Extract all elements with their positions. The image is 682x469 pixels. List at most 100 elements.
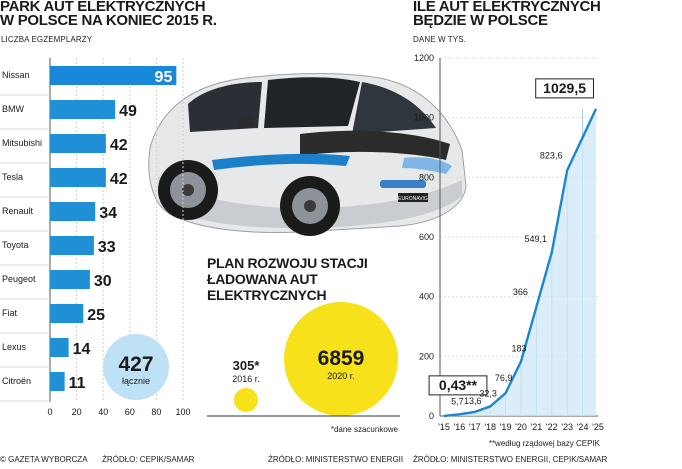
bar-value-label: 14 bbox=[73, 341, 91, 358]
bar bbox=[50, 372, 65, 391]
area-point-label: 823,6 bbox=[540, 150, 563, 160]
area-y-tick-label: 600 bbox=[419, 232, 434, 242]
bar-category-label: Fiat bbox=[2, 308, 18, 318]
bar-value-label: 30 bbox=[94, 273, 112, 290]
bar-x-tick-label: 20 bbox=[72, 407, 82, 417]
bar bbox=[50, 168, 106, 187]
bar-x-tick-label: 100 bbox=[175, 407, 190, 417]
area-point-label: 5,7 bbox=[451, 396, 464, 406]
right-chart-title-line1: ILE AUT ELEKTRYCZNYCH bbox=[413, 0, 601, 15]
bar bbox=[50, 100, 116, 119]
bar-value-label: 25 bbox=[87, 307, 105, 324]
area-fill bbox=[444, 108, 596, 417]
bubble-year-label: 2020 r. bbox=[327, 371, 355, 381]
charging-bubble bbox=[233, 387, 259, 412]
left-chart-title: PARK AUT ELEKTRYCZNYCH W POLSCE NA KONIE… bbox=[0, 0, 217, 28]
bar-category-label: BMW bbox=[2, 104, 25, 114]
left-chart-subtitle: LICZBA EGZEMPLARZY bbox=[1, 35, 93, 44]
bar-chart-bars: Nissan 95 BMW 49 Mitsubishi 42 Tesla 42 Renault 3… bbox=[2, 66, 177, 392]
area-y-tick-label: 1000 bbox=[414, 113, 434, 123]
area-point-label: 76,9 bbox=[495, 373, 513, 383]
area-point-label: 1029,5 bbox=[543, 80, 586, 96]
area-y-tick-label: 400 bbox=[419, 292, 434, 302]
bar-value-label: 42 bbox=[110, 171, 128, 188]
bar bbox=[50, 134, 106, 153]
right-footnote: **według rządowej bazy CEPIK bbox=[489, 439, 601, 448]
area-point-label: 183 bbox=[511, 343, 526, 353]
bar-x-tick-label: 60 bbox=[125, 407, 135, 417]
area-y-tick-label: 1200 bbox=[414, 53, 434, 63]
middle-title-line3: ELEKTRYCZNYCH bbox=[207, 287, 327, 303]
middle-title-line2: ŁADOWANA AUT bbox=[207, 271, 318, 287]
area-x-tick-label: '18 bbox=[484, 422, 496, 432]
footer-source-left: ŹRÓDŁO: CEPIK/SAMAR bbox=[102, 455, 195, 464]
area-point-label: 13,6 bbox=[464, 396, 482, 406]
bar-category-label: Renault bbox=[2, 206, 34, 216]
bar-x-tick-label: 40 bbox=[98, 407, 108, 417]
bar-x-tick-label: 80 bbox=[151, 407, 161, 417]
bar bbox=[50, 66, 177, 85]
footer-brand: © GAZETA WYBORCZA bbox=[0, 455, 88, 464]
left-chart-title-line2: W POLSCE NA KONIEC 2015 R. bbox=[0, 12, 217, 29]
footer-source-middle: ŹRÓDŁO: MINISTERSTWO ENERGII bbox=[268, 455, 404, 464]
bar-category-label: Peugeot bbox=[2, 274, 36, 284]
right-chart-title: ILE AUT ELEKTRYCZNYCH BĘDZIE W POLSCE bbox=[413, 0, 601, 28]
bar-chart-x-ticks: 0 20 40 60 80 100 bbox=[47, 407, 190, 417]
area-x-tick-label: '24 bbox=[577, 422, 589, 432]
area-y-tick-label: 0 bbox=[429, 411, 434, 421]
area-x-tick-label: '20 bbox=[515, 422, 527, 432]
bar-category-label: Citroën bbox=[2, 376, 31, 386]
bar-category-label: Mitsubishi bbox=[2, 138, 42, 148]
bar bbox=[50, 270, 90, 289]
bar-category-label: Tesla bbox=[2, 172, 23, 182]
area-point-label: 32,3 bbox=[479, 388, 497, 398]
middle-title-line1: PLAN ROZWOJU STACJI bbox=[207, 255, 368, 271]
total-circle bbox=[103, 334, 169, 400]
area-x-tick-label: '22 bbox=[546, 422, 558, 432]
area-point-label: 366 bbox=[513, 287, 528, 297]
area-x-tick-label: '23 bbox=[561, 422, 573, 432]
bubble-value-label: 305* bbox=[233, 358, 261, 373]
bar-category-label: Lexus bbox=[2, 342, 27, 352]
bar bbox=[50, 202, 96, 221]
bar-value-label: 11 bbox=[69, 375, 86, 392]
area-x-tick-label: '16 bbox=[454, 422, 466, 432]
bar-value-label: 49 bbox=[119, 103, 137, 120]
bar bbox=[50, 338, 69, 357]
area-chart-series bbox=[443, 108, 598, 418]
total-value: 427 bbox=[118, 353, 153, 376]
middle-footnote: *dane szacunkowe bbox=[331, 425, 399, 434]
area-label-box bbox=[428, 375, 488, 396]
right-chart-subtitle: DANE W TYS. bbox=[413, 35, 466, 44]
area-y-tick-label: 800 bbox=[419, 172, 434, 182]
area-x-tick-label: '15 bbox=[438, 422, 450, 432]
bar-x-tick-label: 0 bbox=[47, 407, 52, 417]
area-point-label: 549,1 bbox=[525, 234, 548, 244]
car-plate-text: EURONAVIG bbox=[398, 196, 428, 202]
footer-source-right: ŹRÓDŁO: MINISTERSTWO ENERGII, CEPIK/SAMA… bbox=[413, 455, 608, 464]
car-illustration: EURONAVIG bbox=[148, 73, 467, 236]
left-chart-title-line1: PARK AUT ELEKTRYCZNYCH bbox=[0, 0, 206, 15]
middle-title: PLAN ROZWOJU STACJI ŁADOWANA AUT ELEKTRY… bbox=[207, 255, 368, 303]
total-label: łącznie bbox=[122, 376, 150, 386]
bubble-year-label: 2016 r. bbox=[232, 374, 260, 384]
bar bbox=[50, 236, 94, 255]
bar-category-label: Nissan bbox=[2, 70, 30, 80]
bar-value-label: 42 bbox=[110, 137, 128, 154]
area-x-tick-label: '19 bbox=[500, 422, 512, 432]
bar bbox=[50, 304, 84, 323]
area-x-tick-label: '17 bbox=[469, 422, 481, 432]
area-point-label: 0,43** bbox=[439, 377, 478, 393]
bar-value-label: 95 bbox=[155, 69, 173, 86]
area-y-tick-label: 200 bbox=[419, 351, 434, 361]
total-annotation: 427 łącznie bbox=[103, 334, 169, 400]
area-x-tick-label: '25 bbox=[592, 422, 604, 432]
bar-category-label: Toyota bbox=[2, 240, 29, 250]
area-line bbox=[443, 108, 598, 418]
right-chart-title-line2: BĘDZIE W POLSCE bbox=[413, 12, 548, 29]
area-chart-labels: '15 '16'17'18 '19'20 '21'22'23 '24'25 0,43** 5… bbox=[428, 78, 604, 432]
area-x-tick-label: '21 bbox=[531, 422, 543, 432]
area-label-box bbox=[535, 78, 595, 99]
